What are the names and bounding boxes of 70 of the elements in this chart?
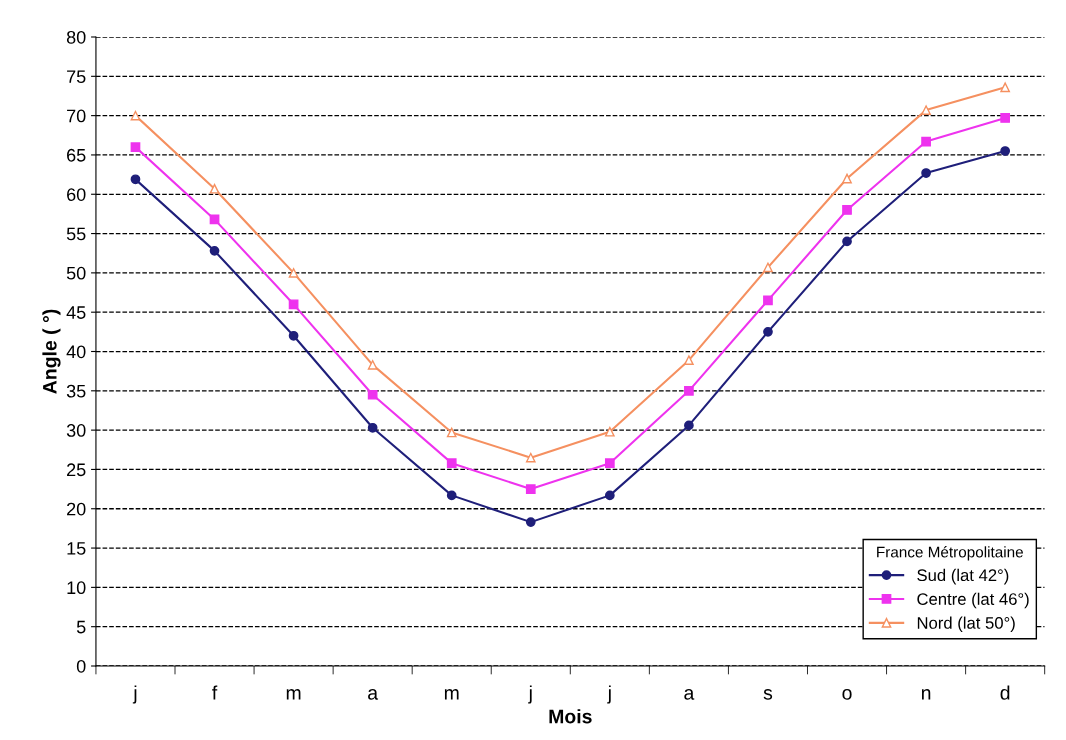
- x-tick-label: o: [842, 689, 852, 700]
- y-tick-label: 75: [67, 70, 86, 84]
- x-tick-label: j: [132, 685, 137, 704]
- legend-label: Sud (lat 42°): [917, 568, 1009, 585]
- point: [288, 330, 299, 341]
- point: [604, 458, 615, 469]
- y-tick-label: 5: [76, 620, 86, 634]
- legend-label: Centre (lat 46°): [917, 592, 1029, 609]
- point: [367, 389, 378, 400]
- y-tick-label: 55: [66, 227, 86, 241]
- point: [763, 262, 773, 273]
- x-tick-label: j: [528, 685, 532, 704]
- y-tick-label: 10: [67, 581, 86, 595]
- point: [604, 426, 615, 437]
- point: [684, 420, 694, 431]
- point: [130, 142, 141, 152]
- point: [921, 168, 931, 178]
- point: [842, 205, 852, 215]
- y-tick-label: 50: [66, 266, 86, 280]
- point: [1000, 146, 1011, 156]
- x-tick-label: a: [684, 689, 695, 700]
- y-tick-label: 65: [67, 148, 86, 162]
- x-tick-label: f: [212, 685, 218, 700]
- x-tick-label: d: [1000, 685, 1010, 700]
- y-tick-label: 60: [67, 188, 86, 201]
- y-tick-label: 15: [67, 542, 86, 555]
- legend-title: France Métropolitaine: [877, 546, 1023, 561]
- point: [288, 299, 299, 310]
- point: [604, 490, 615, 501]
- point: [842, 236, 852, 247]
- y-tick-label: 25: [67, 463, 86, 477]
- point: [367, 360, 378, 370]
- point: [763, 295, 773, 306]
- point: [684, 385, 694, 396]
- point: [288, 268, 299, 278]
- point: [446, 458, 457, 469]
- y-tick-label: 45: [66, 306, 86, 319]
- point: [525, 452, 536, 463]
- point: [209, 183, 220, 194]
- point: [446, 490, 457, 501]
- y-tick-label: 30: [66, 424, 86, 437]
- x-tick-label: m: [286, 689, 301, 700]
- y-tick-label: 40: [66, 345, 86, 359]
- y-tick-label: 20: [67, 502, 86, 516]
- point: [1000, 82, 1011, 93]
- x-axis-title: Mois: [549, 709, 592, 724]
- point: [921, 136, 931, 147]
- point: [130, 110, 141, 121]
- x-tick-label: s: [763, 689, 773, 700]
- point: [525, 484, 536, 494]
- x-tick-label: j: [607, 685, 611, 704]
- y-tick-label: 70: [67, 109, 86, 123]
- point: [921, 105, 931, 115]
- point: [842, 173, 852, 184]
- x-tick-label: n: [921, 689, 931, 700]
- y-axis-title: Angle ( °): [42, 309, 61, 394]
- point: [763, 326, 773, 337]
- x-tick-label: m: [444, 689, 459, 700]
- point: [130, 174, 141, 185]
- y-tick-label: 35: [66, 384, 86, 398]
- point: [1000, 113, 1011, 123]
- point: [684, 355, 694, 366]
- point: [446, 427, 457, 438]
- legend-label: Nord (lat 50°): [917, 616, 1015, 633]
- point: [209, 245, 220, 256]
- point: [367, 422, 378, 433]
- point: [525, 517, 536, 527]
- y-tick-label: 80: [66, 30, 86, 44]
- y-tick-label: 0: [76, 659, 86, 673]
- x-tick-label: a: [368, 689, 379, 700]
